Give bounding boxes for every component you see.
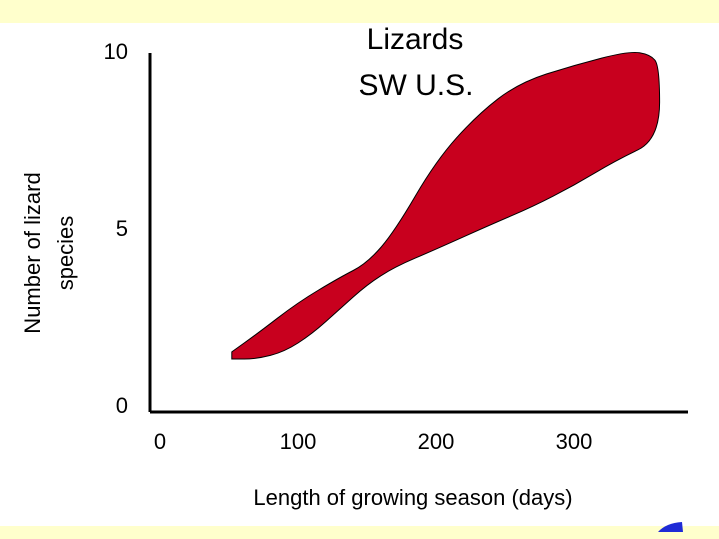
x-tick-label: 0 [154, 429, 166, 454]
y-axis-title: Number of lizard species [20, 172, 78, 333]
corner-shape-icon [658, 522, 683, 532]
y-axis-title-line-1: Number of lizard [20, 172, 45, 333]
chart-svg: Lizards SW U.S. 0 100 200 300 0 5 10 Length o… [20, 23, 688, 510]
chart-title-group: Lizards SW U.S. [358, 23, 473, 102]
y-tick-labels: 0 5 10 [104, 39, 128, 418]
chart-title: Lizards [367, 23, 464, 56]
series-area-0 [231, 51, 661, 360]
chart-panel: Lizards SW U.S. 0 100 200 300 0 5 10 Length o… [0, 23, 719, 526]
x-tick-label: 100 [280, 429, 317, 454]
series-layer [231, 51, 661, 360]
y-axis-title-line-2: species [53, 216, 78, 291]
x-tick-label: 200 [418, 429, 455, 454]
y-tick-label: 0 [116, 393, 128, 418]
x-tick-labels: 0 100 200 300 [154, 429, 592, 454]
y-tick-label: 10 [104, 39, 128, 64]
x-tick-label: 300 [556, 429, 593, 454]
chart-subtitle: SW U.S. [358, 69, 473, 102]
x-axis-title: Length of growing season (days) [253, 485, 572, 510]
y-tick-label: 5 [116, 216, 128, 241]
